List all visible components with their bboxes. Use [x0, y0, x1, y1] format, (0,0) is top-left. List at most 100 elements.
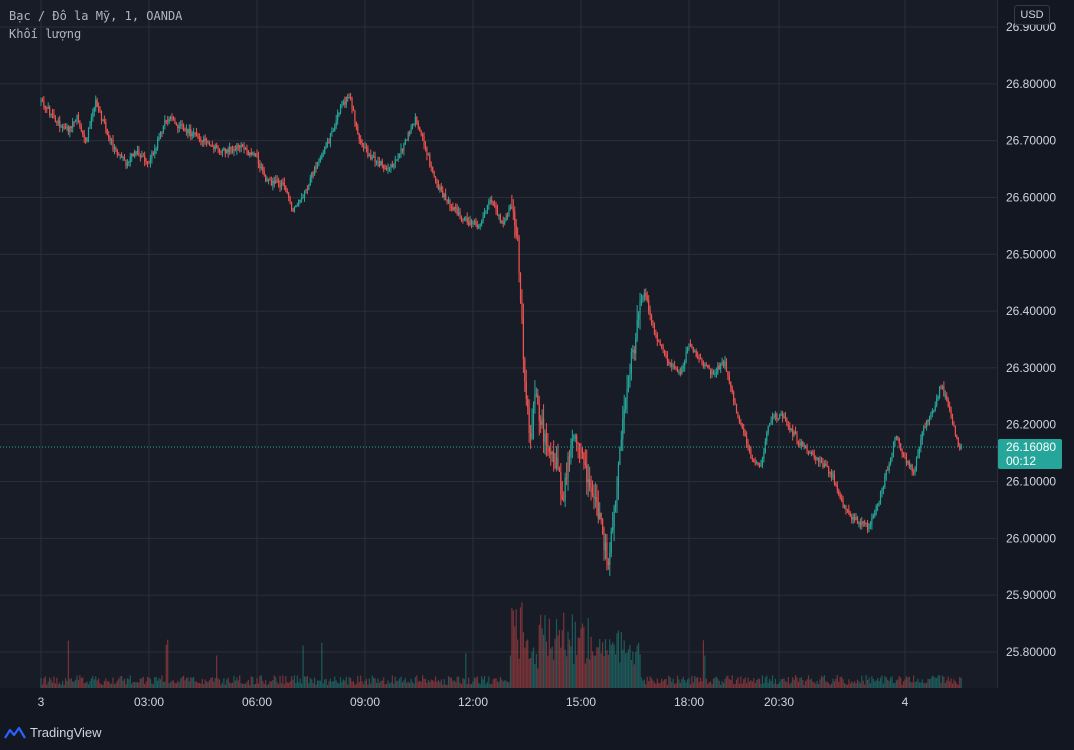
volume-bar — [566, 656, 568, 688]
candle-body — [476, 225, 478, 228]
volume-bar — [854, 681, 856, 688]
candle-body — [854, 516, 856, 521]
volume-bar — [593, 655, 595, 688]
volume-bar — [53, 676, 55, 688]
volume-bar — [216, 655, 218, 688]
candle-body — [802, 441, 804, 446]
candle-body — [622, 418, 624, 440]
price-tick-label: 25.80000 — [1006, 645, 1056, 659]
candle-body — [763, 452, 765, 459]
volume-bar — [358, 682, 360, 688]
candle-body — [603, 533, 605, 551]
candle-body — [836, 485, 838, 490]
candle-body — [872, 515, 874, 518]
candle-body — [350, 97, 352, 99]
volume-bar — [877, 678, 879, 688]
candle-body — [940, 386, 942, 388]
candle-body — [849, 512, 851, 517]
volume-bar — [433, 681, 435, 688]
volume-bar — [561, 630, 563, 688]
candle-body — [141, 155, 143, 157]
candle-body — [614, 501, 617, 507]
volume-bar — [406, 682, 408, 688]
volume-bar — [849, 683, 851, 688]
candle-body — [525, 382, 527, 400]
volume-bar — [370, 683, 372, 688]
volume-bar — [62, 680, 64, 688]
price-tick-label: 25.90000 — [1006, 588, 1056, 602]
volume-bar — [348, 677, 350, 688]
candle-body — [193, 132, 195, 134]
candle-body — [290, 202, 293, 209]
volume-bar — [865, 675, 867, 688]
candle-body — [820, 461, 823, 463]
volume-bar — [491, 684, 493, 688]
candle-body — [306, 189, 308, 191]
volume-bar — [407, 681, 409, 688]
candle-body — [704, 364, 706, 367]
candle-body — [302, 197, 304, 199]
candle-body — [884, 475, 886, 488]
price-chart[interactable] — [0, 0, 998, 715]
candle-body — [623, 409, 625, 419]
volume-bar — [738, 683, 740, 688]
volume-bar — [437, 680, 440, 688]
volume-bar — [787, 677, 789, 688]
volume-bar — [758, 678, 761, 688]
currency-button[interactable]: USD — [1014, 5, 1050, 25]
candle-body — [378, 161, 380, 166]
volume-bar — [70, 678, 72, 688]
volume-bar — [190, 677, 192, 688]
volume-bar — [783, 678, 785, 688]
brand-link[interactable]: TradingView — [4, 725, 102, 740]
volume-bar — [352, 681, 355, 688]
symbol-legend[interactable]: Bạc / Đô la Mỹ, 1, OANDA — [9, 9, 183, 23]
candle-body — [838, 489, 840, 495]
candle-body — [882, 487, 884, 491]
volume-bar — [188, 681, 190, 688]
volume-legend[interactable]: Khối lượng — [9, 27, 82, 41]
volume-bar — [927, 678, 929, 688]
candle-body — [881, 490, 883, 494]
volume-bar — [682, 676, 684, 688]
candle-body — [239, 145, 241, 148]
volume-bar — [269, 681, 271, 688]
volume-bar — [655, 683, 657, 688]
chart-area[interactable] — [0, 0, 998, 715]
candle-body — [460, 218, 463, 220]
volume-bar — [659, 682, 661, 688]
volume-bar — [802, 679, 804, 688]
volume-bar — [590, 636, 592, 688]
volume-bar — [718, 680, 720, 688]
volume-bar — [619, 662, 621, 688]
candle-body — [374, 156, 376, 162]
volume-bar — [904, 679, 906, 688]
candle-body — [600, 512, 602, 520]
candle-body — [560, 471, 562, 495]
volume-bar — [763, 683, 765, 688]
bar-countdown: 00:12 — [1006, 454, 1037, 468]
candle-body — [63, 126, 65, 128]
volume-bar — [652, 680, 654, 688]
volume-bar — [773, 683, 775, 688]
volume-bar — [69, 679, 71, 688]
candle-body — [365, 146, 368, 148]
price-tick-label: 26.40000 — [1006, 304, 1056, 318]
candle-body — [397, 155, 399, 161]
price-axis[interactable]: 26.90000 26.80000 26.70000 26.60000 26.50000… — [998, 0, 1074, 715]
volume-bar — [95, 676, 97, 688]
candle-body — [779, 414, 781, 419]
candle-body — [826, 466, 828, 468]
volume-bar — [578, 638, 581, 688]
volume-bar — [279, 675, 281, 688]
candle-body — [702, 362, 704, 367]
candle-body — [629, 373, 631, 378]
candle-body — [534, 395, 536, 405]
volume-bar — [397, 680, 399, 688]
candle-body — [458, 211, 460, 215]
candle-body — [756, 462, 758, 464]
volume-bar — [940, 682, 942, 688]
time-axis[interactable]: 3 03:00 06:00 09:00 12:00 15:00 18:00 20:30 4 — [0, 688, 998, 715]
volume-bar — [486, 681, 488, 688]
candle-body — [679, 371, 681, 374]
